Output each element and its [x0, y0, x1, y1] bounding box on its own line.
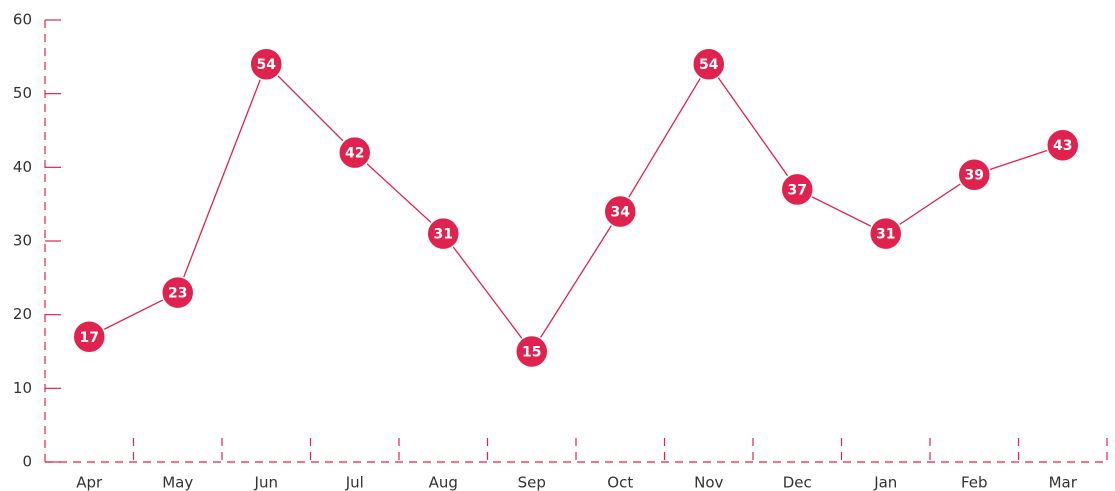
x-tick-label: Feb [961, 474, 988, 491]
data-label: 43 [1053, 138, 1072, 154]
x-tick-label: Sep [518, 474, 546, 491]
x-tick-label: Mar [1049, 474, 1078, 491]
data-label: 42 [345, 146, 364, 162]
point [249, 47, 283, 81]
data-label: 17 [80, 330, 99, 346]
y-tick-label: 10 [13, 379, 32, 397]
x-tick-label: Jul [345, 474, 364, 491]
point [515, 334, 549, 369]
x-tick-label: Jun [254, 474, 278, 491]
x-tick-label: May [162, 474, 193, 491]
point [957, 157, 991, 192]
line [88, 63, 1063, 353]
data-label: 54 [257, 57, 277, 73]
point [603, 194, 637, 229]
y-tick-label: 50 [13, 84, 32, 102]
data-label: 39 [965, 168, 984, 184]
y-tick-label: 0 [22, 453, 32, 471]
y-tick-label: 20 [13, 305, 32, 323]
point [161, 275, 195, 310]
data-label: 31 [434, 227, 453, 243]
y-tick-label: 60 [13, 11, 32, 29]
data-label: 15 [522, 345, 541, 361]
point [1046, 128, 1080, 162]
x-tick-label: Nov [694, 474, 723, 491]
data-label: 23 [168, 286, 187, 302]
point [426, 216, 460, 251]
data-label: 31 [876, 227, 895, 243]
x-tick-label: Aug [429, 474, 458, 491]
x-tick-label: Oct [607, 474, 633, 491]
point [780, 172, 814, 207]
point [338, 135, 372, 170]
point [692, 47, 726, 81]
data-label: 34 [611, 205, 631, 221]
x-tick-label: Apr [76, 474, 103, 491]
x-tick-label: Dec [783, 474, 812, 491]
data-label: 37 [788, 182, 807, 198]
y-tick-label: 40 [13, 158, 32, 176]
data-label: 54 [699, 57, 719, 73]
y-tick-label: 30 [13, 232, 32, 250]
point [72, 320, 106, 354]
x-tick-label: Jan [873, 474, 897, 491]
point [869, 216, 903, 251]
